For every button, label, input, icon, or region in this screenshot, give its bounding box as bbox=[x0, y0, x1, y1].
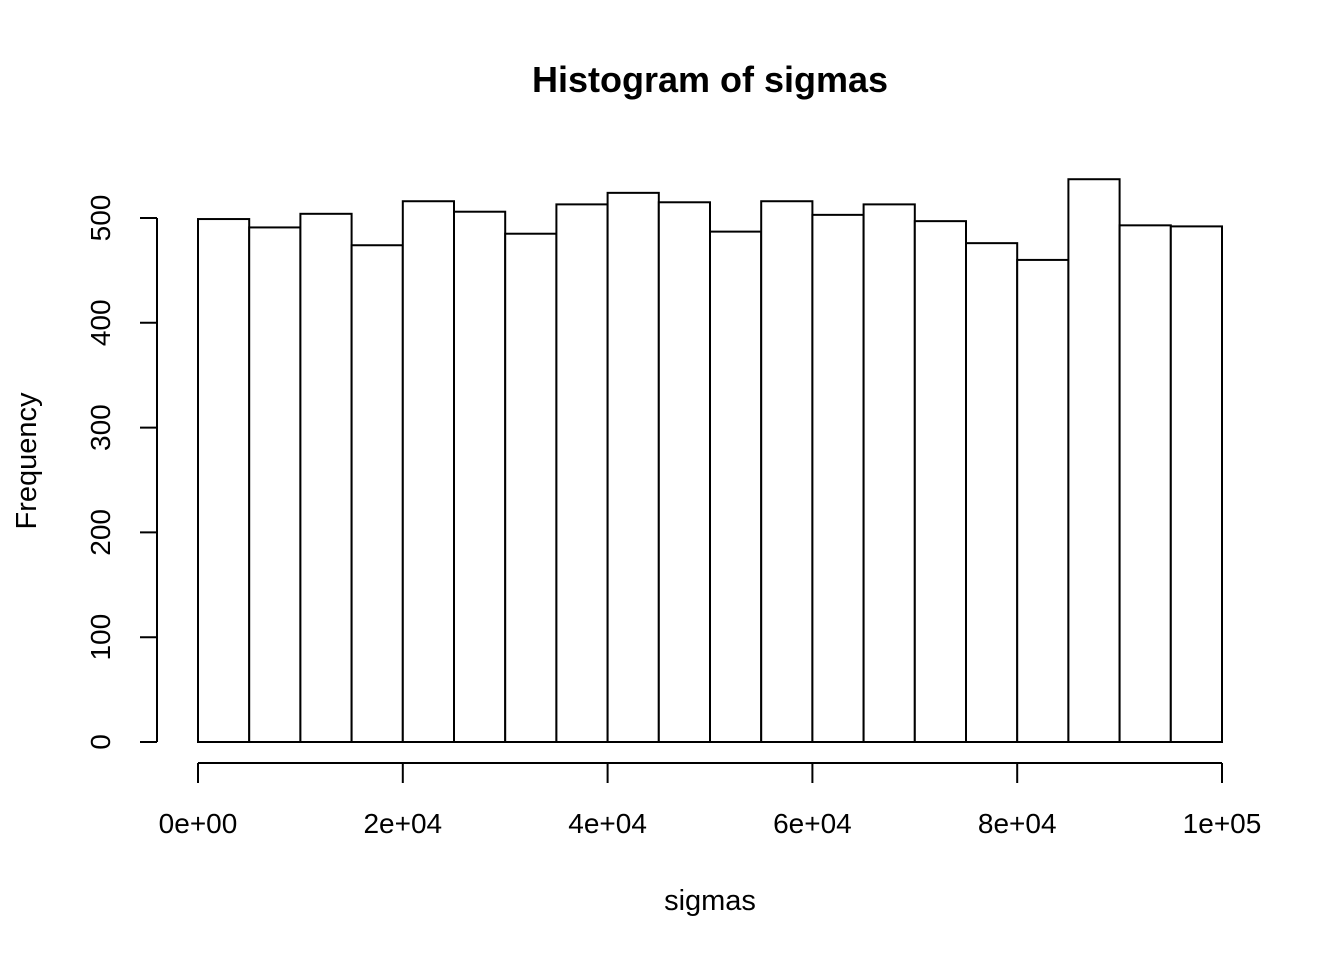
bars-group bbox=[197, 178, 1224, 744]
chart-title: Histogram of sigmas bbox=[532, 59, 888, 100]
histogram-bar bbox=[965, 242, 1019, 743]
histogram-bar bbox=[1016, 258, 1070, 743]
histogram-bar bbox=[453, 210, 507, 744]
histogram-bar bbox=[811, 213, 865, 743]
histogram-bar bbox=[248, 226, 302, 743]
histogram-bar bbox=[555, 203, 609, 744]
y-tick-label: 100 bbox=[85, 614, 116, 661]
y-tick-label: 400 bbox=[85, 299, 116, 346]
histogram-bar bbox=[760, 200, 814, 743]
x-tick-label: 6e+04 bbox=[773, 808, 852, 839]
y-tick-label: 0 bbox=[85, 734, 116, 750]
y-tick-label: 300 bbox=[85, 404, 116, 451]
histogram-bar bbox=[1118, 224, 1172, 743]
histogram-bar bbox=[657, 201, 711, 743]
x-tick-label: 4e+04 bbox=[568, 808, 647, 839]
y-tick-label: 500 bbox=[85, 195, 116, 242]
x-tick-label: 8e+04 bbox=[978, 808, 1057, 839]
y-axis: 0 100 200 300 400 500 bbox=[85, 195, 158, 750]
histogram-bar bbox=[504, 232, 558, 743]
histogram-bar bbox=[299, 212, 353, 744]
histogram-bar bbox=[913, 220, 967, 744]
y-axis-label: Frequency bbox=[11, 392, 43, 530]
histogram-bar bbox=[401, 200, 455, 743]
histogram-bar bbox=[1169, 225, 1224, 744]
histogram-bar bbox=[606, 191, 660, 743]
x-axis: 0e+00 2e+04 4e+04 6e+04 8e+04 1e+05 bbox=[159, 762, 1262, 839]
x-tick-label: 2e+04 bbox=[363, 808, 442, 839]
histogram-bar bbox=[1067, 178, 1121, 743]
histogram-bar bbox=[709, 230, 763, 743]
histogram-bar bbox=[350, 244, 404, 744]
histogram-bar bbox=[197, 218, 251, 744]
y-tick-label: 200 bbox=[85, 509, 116, 556]
x-tick-label: 1e+05 bbox=[1183, 808, 1262, 839]
x-tick-label: 0e+00 bbox=[159, 808, 238, 839]
histogram-bar bbox=[862, 203, 916, 744]
x-axis-label: sigmas bbox=[664, 885, 756, 917]
